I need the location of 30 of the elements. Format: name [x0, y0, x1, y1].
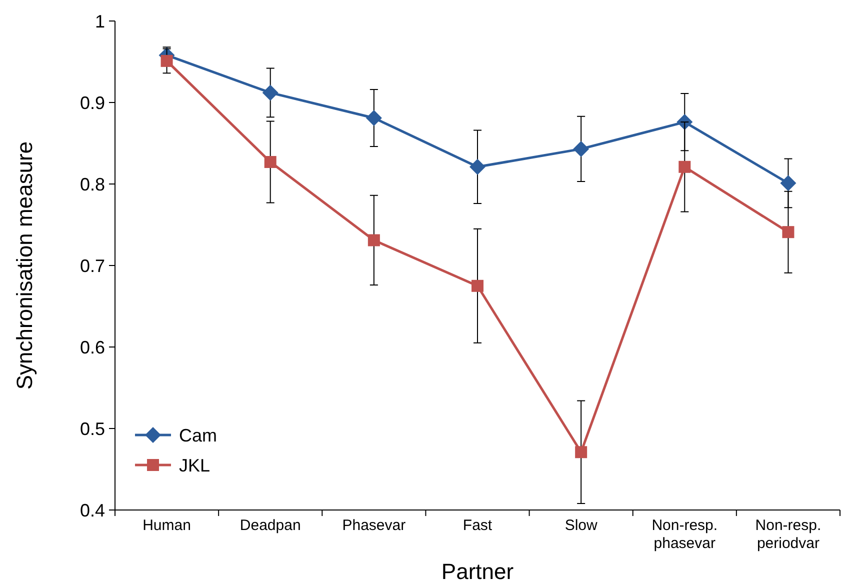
point	[368, 234, 380, 246]
point	[160, 54, 173, 67]
y-tick-label: 0.5	[80, 418, 105, 439]
point	[366, 110, 382, 126]
point	[472, 280, 484, 292]
legend-label: JKL	[179, 455, 210, 476]
point	[470, 158, 486, 175]
point	[782, 226, 794, 238]
x-tick-label: Fast	[462, 517, 493, 534]
y-axis-title: Synchronisation measure	[12, 141, 37, 390]
x-tick-label: Phasevar	[342, 517, 406, 534]
point	[780, 175, 796, 192]
x-tick-label: Deadpan	[240, 517, 301, 534]
point	[262, 84, 278, 101]
point	[264, 156, 276, 168]
y-tick-label: 0.9	[80, 92, 105, 113]
legend-label: Cam	[179, 425, 218, 446]
point	[678, 160, 691, 173]
point	[573, 140, 590, 157]
x-tick-label: Human	[142, 517, 191, 534]
y-tick-label: 1	[94, 11, 105, 32]
y-tick-label: 0.7	[80, 256, 105, 276]
x-tick-label: Slow	[564, 517, 598, 534]
y-tick-label: 0.8	[80, 174, 105, 194]
y-tick-label: 0.4	[80, 500, 105, 520]
y-tick-label: 0.6	[80, 337, 105, 358]
x-tick-label: Non-resp. phasevar	[652, 517, 718, 552]
x-axis-title: Partner	[441, 559, 514, 584]
x-tick-label: Non-resp. periodvar	[755, 517, 822, 552]
point	[575, 446, 588, 458]
